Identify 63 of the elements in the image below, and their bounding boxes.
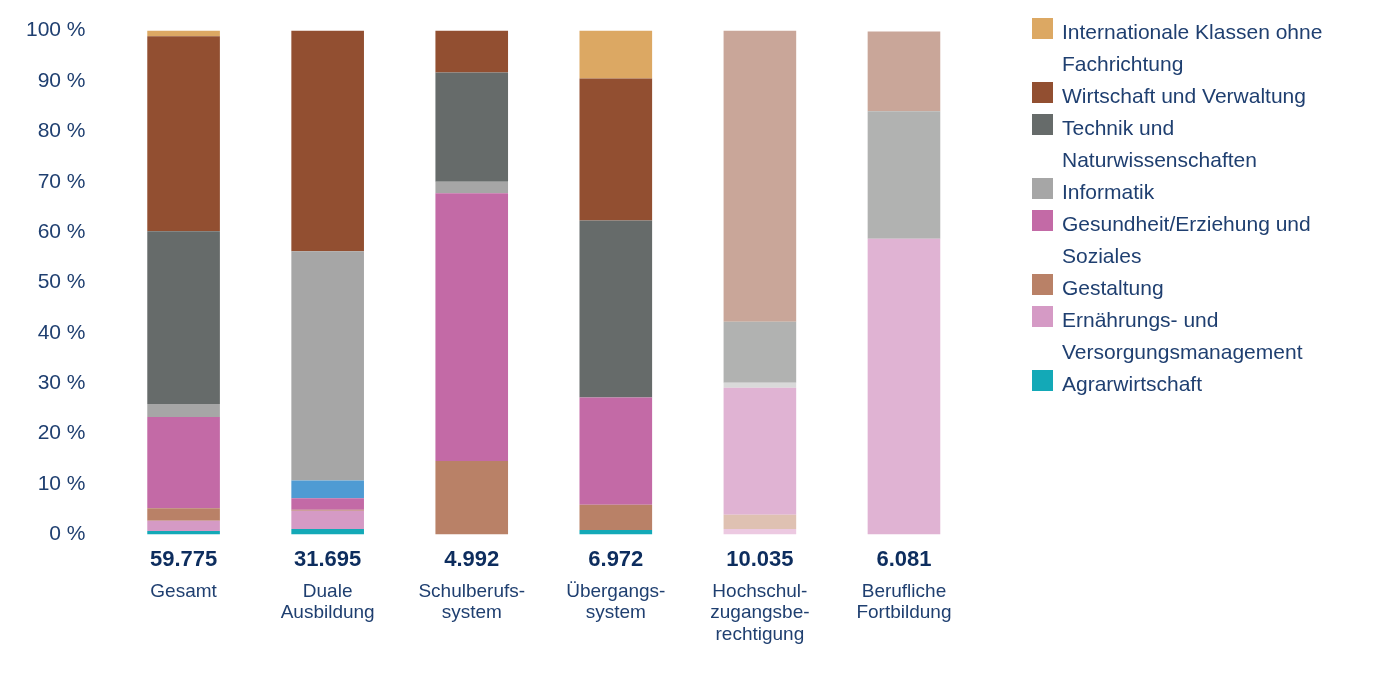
bar <box>291 251 364 481</box>
legend-label: Wirtschaft und Verwaltung <box>1062 83 1306 109</box>
y-tick-label: 90 % <box>37 67 86 91</box>
bar <box>435 30 509 73</box>
bar <box>867 31 941 112</box>
bar <box>579 78 653 221</box>
bar <box>147 30 220 37</box>
y-tick-label: 100 % <box>26 17 86 41</box>
bar <box>579 30 653 79</box>
x-tick-label: Schulberufs- system <box>418 579 526 623</box>
y-tick-label: 70 % <box>37 168 86 192</box>
x-tick-label: Übergangs- system <box>566 579 666 623</box>
bar <box>147 520 220 531</box>
legend-label: Technik und Naturwissenschaften <box>1062 115 1258 173</box>
y-tick-label: 50 % <box>37 269 86 293</box>
bar <box>579 397 653 505</box>
bar <box>435 460 509 535</box>
bar <box>291 30 364 252</box>
bar <box>291 480 364 499</box>
bar <box>723 528 797 535</box>
bar <box>147 417 220 509</box>
legend-label: Gestaltung <box>1062 275 1164 301</box>
bar <box>291 510 364 529</box>
bar <box>867 238 941 535</box>
bar <box>147 231 220 404</box>
bar <box>147 36 220 232</box>
x-tick-label: Duale Ausbildung <box>280 579 375 623</box>
bar <box>723 514 797 529</box>
y-tick-label: 60 % <box>37 218 86 242</box>
bar <box>147 508 220 521</box>
bar <box>723 382 797 388</box>
bar <box>435 72 509 182</box>
text: 6.081 <box>876 545 932 571</box>
text: 4.992 <box>444 545 500 571</box>
text: 10.035 <box>726 545 794 571</box>
x-tick-label: Berufliche Fortbildung <box>856 579 952 623</box>
x-tick-label: Hochschul- zugangsbe- rechtigung <box>710 579 810 645</box>
legend-label: Informatik <box>1062 179 1155 205</box>
y-tick-label: 30 % <box>37 370 86 394</box>
y-tick-label: 10 % <box>37 470 86 494</box>
legend-label: Agrarwirtschaft <box>1062 371 1203 397</box>
legend-label: Internationale Klassen ohne Fachrichtung <box>1062 19 1324 77</box>
bar <box>723 321 797 383</box>
y-tick-label: 20 % <box>37 420 86 444</box>
y-tick-label: 40 % <box>37 319 86 343</box>
bar <box>435 193 509 461</box>
bar <box>435 181 509 194</box>
bar <box>723 387 797 515</box>
bar <box>723 30 797 322</box>
bar <box>867 111 941 239</box>
legend-label: Gesundheit/Erziehung und Soziales <box>1062 211 1312 269</box>
legend-label: Ernährungs- und Versorgungsmanagement <box>1062 307 1304 365</box>
bar <box>291 498 364 510</box>
x-tick-label: Gesamt <box>150 579 218 601</box>
text: 6.972 <box>588 545 644 571</box>
bar <box>291 528 364 535</box>
bar <box>579 504 653 530</box>
bar <box>579 220 653 398</box>
bar <box>147 403 220 418</box>
text: 59.775 <box>149 545 218 571</box>
y-tick-label: 0 % <box>49 521 86 545</box>
y-tick-label: 80 % <box>37 118 86 142</box>
text: 31.695 <box>294 545 362 571</box>
